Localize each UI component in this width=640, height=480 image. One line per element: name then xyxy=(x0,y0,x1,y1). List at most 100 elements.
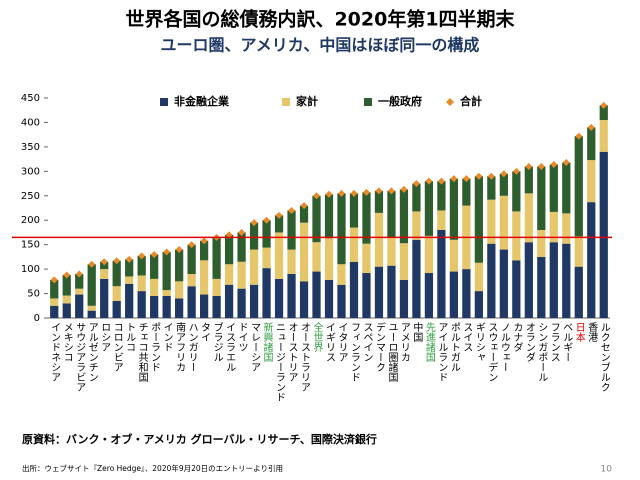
total-marker xyxy=(475,172,483,180)
bar-segment xyxy=(524,242,533,318)
bar-segment xyxy=(150,254,159,279)
bar-segment xyxy=(249,222,259,250)
total-marker xyxy=(362,188,370,196)
x-tick-label: コロンビア xyxy=(111,322,122,372)
bar-segment xyxy=(75,288,84,295)
bar-segment xyxy=(75,294,84,318)
total-marker xyxy=(337,189,345,197)
total-marker xyxy=(400,185,408,193)
total-marker xyxy=(487,172,495,180)
total-marker xyxy=(163,248,171,256)
x-tick-label: ポーランド xyxy=(149,322,161,372)
bar-segment xyxy=(362,192,371,244)
bar-segment xyxy=(50,305,59,318)
bar-segment xyxy=(62,274,71,296)
x-tick-label: 先進諸国 xyxy=(423,322,435,363)
x-tick-label: シンガポール xyxy=(536,322,548,382)
x-tick-label: インド xyxy=(161,322,173,352)
x-tick-label: ニュージーランド xyxy=(274,322,285,402)
bar-segment xyxy=(512,171,521,212)
bar-segment xyxy=(199,294,209,318)
x-tick-label: カナダ xyxy=(511,322,523,352)
x-tick-label: ルクセンブルク xyxy=(598,322,610,392)
bar-segment xyxy=(487,199,496,244)
bar-segment xyxy=(562,213,571,244)
bar-segment xyxy=(249,284,259,318)
bar-segment xyxy=(224,264,234,285)
y-tick-label: 100 xyxy=(21,264,40,275)
legend-marker xyxy=(446,98,454,106)
bar-segment xyxy=(399,243,409,280)
x-tick-label: マレーシア xyxy=(249,322,260,372)
bar-segment xyxy=(374,266,384,318)
total-marker xyxy=(263,216,271,224)
bar-segment xyxy=(362,273,371,318)
bar-segment xyxy=(199,260,209,295)
bar-segment xyxy=(100,261,109,270)
bar-segment xyxy=(437,230,446,318)
bar-segment xyxy=(587,160,596,203)
bar-segment xyxy=(87,264,96,306)
bar-segment xyxy=(349,193,359,228)
bar-segment xyxy=(587,202,596,318)
x-tick-label: フランス xyxy=(548,322,559,362)
x-tick-label: インドネシア xyxy=(49,322,61,382)
bar-segment xyxy=(474,262,483,292)
bar-segment xyxy=(262,268,271,318)
total-marker xyxy=(437,177,445,185)
bar-segment xyxy=(100,278,109,318)
x-tick-label: アルゼンチン xyxy=(86,322,98,382)
x-tick-label: 新興諸国 xyxy=(261,321,273,363)
bar-segment xyxy=(599,120,608,152)
x-tick-label: 全世界 xyxy=(311,321,323,353)
bar-segment xyxy=(437,210,446,230)
x-tick-label: サウジアラビア xyxy=(74,322,86,392)
legend-swatch xyxy=(364,98,372,106)
y-tick-label: 0 xyxy=(34,313,40,324)
bar-segment xyxy=(274,215,284,233)
legend-label: 非金融企業 xyxy=(174,94,230,108)
bar-segment xyxy=(437,181,446,211)
bar-segment xyxy=(424,235,434,274)
total-marker xyxy=(50,276,58,284)
bar-segment xyxy=(362,243,371,274)
bar-segment xyxy=(212,278,221,296)
bar-segment xyxy=(549,211,558,243)
bar-segment xyxy=(499,173,508,196)
bar-segment xyxy=(412,211,421,240)
total-marker xyxy=(150,250,158,258)
total-marker xyxy=(75,270,83,278)
bar-segment xyxy=(312,271,321,318)
bar-segment xyxy=(599,105,608,120)
bar-segment xyxy=(424,181,434,236)
bar-segment xyxy=(162,290,171,296)
bar-segment xyxy=(424,273,434,318)
bar-segment xyxy=(449,239,459,272)
x-tick-label: イタリア xyxy=(336,322,348,362)
bar-segment xyxy=(224,284,234,318)
x-tick-label: ノルウェー xyxy=(498,322,510,372)
x-tick-label: スウェーデン xyxy=(486,322,498,382)
bar-segment xyxy=(62,295,71,304)
total-marker xyxy=(238,228,246,236)
x-tick-label: ブラジル xyxy=(211,321,223,362)
bar-segment xyxy=(324,279,334,318)
total-marker xyxy=(600,101,608,109)
bar-segment xyxy=(412,239,421,318)
bar-segment xyxy=(387,265,396,318)
bar-segment xyxy=(537,256,546,318)
bar-segment xyxy=(175,298,184,318)
total-marker xyxy=(250,219,258,227)
x-tick-label: トルコ xyxy=(124,322,136,352)
total-marker xyxy=(325,190,333,198)
bar-segment xyxy=(299,281,309,318)
total-marker xyxy=(175,246,183,254)
bar-segment xyxy=(462,178,471,206)
y-tick-label: 450 xyxy=(21,93,40,104)
bar-segment xyxy=(524,193,533,243)
bar-segment xyxy=(187,244,196,274)
bar-segment xyxy=(374,212,384,267)
x-tick-label: フィンランド xyxy=(348,322,359,382)
bar-segment xyxy=(349,261,359,318)
